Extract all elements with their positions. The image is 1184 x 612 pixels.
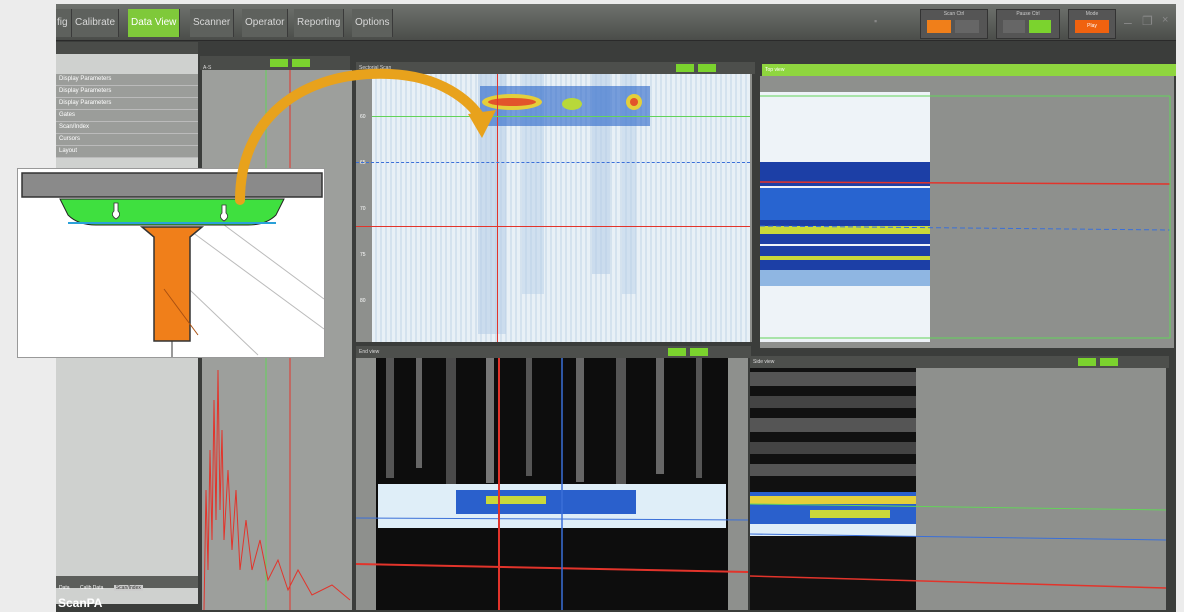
end-view-image — [356, 358, 748, 610]
bscan-toggle-2[interactable] — [698, 64, 716, 72]
scan-control-button-2[interactable] — [955, 20, 979, 33]
play-button[interactable]: Play — [1075, 20, 1109, 33]
sidebar-item[interactable]: Display Parameters — [56, 86, 198, 98]
arrow-icon — [235, 68, 496, 205]
tab-setup[interactable]: fig — [56, 9, 72, 37]
side-view-header: Side view — [750, 356, 1169, 368]
tab-label: Reporting — [297, 17, 341, 28]
side-view-image — [750, 368, 1166, 610]
minimize-icon[interactable]: – — [1124, 14, 1132, 30]
top-view-panel — [760, 76, 1174, 348]
sidebar-item[interactable]: Gates — [56, 110, 198, 122]
ascan-title: A-S — [203, 65, 212, 71]
side-view-toggle[interactable] — [1078, 358, 1096, 366]
end-view-header: End view — [356, 346, 751, 358]
tab-label: Scanner — [193, 17, 231, 28]
tab-label: Calibrate — [75, 17, 116, 28]
sidebar-item[interactable]: Display Parameters — [56, 98, 198, 110]
side-view-panel — [750, 368, 1166, 610]
menu-bar: fig Calibrate Data View Scanner Operator… — [56, 4, 1176, 41]
mode-control-group: Mode Play — [1068, 9, 1116, 39]
restore-icon[interactable]: ❐ — [1142, 14, 1153, 28]
scan-control-button[interactable] — [927, 20, 951, 33]
tab-label: Data View — [131, 17, 177, 28]
gate-line-green — [372, 116, 750, 117]
tab-scanner[interactable]: Scanner — [190, 9, 235, 37]
status-icon: ▪︎ — [874, 16, 878, 26]
app-logo: ScanPA — [58, 596, 103, 610]
bottom-tabs: Data Calib Data Scan/Index — [56, 576, 198, 591]
side-view-toggle-2[interactable] — [1100, 358, 1118, 366]
top-view-header: Top view — [762, 64, 1176, 76]
ascan-toggle[interactable] — [270, 59, 288, 67]
control-label: Pause Ctrl — [1016, 11, 1040, 17]
side-view-title: Side view — [753, 359, 775, 365]
pause-control-button-2[interactable] — [1029, 20, 1051, 33]
tab-label: Operator — [245, 17, 285, 28]
bottom-tab[interactable]: Data — [59, 585, 70, 591]
pause-control-button[interactable] — [1003, 20, 1025, 33]
weld-diagram — [21, 172, 325, 357]
sectorial-scan-image — [372, 74, 750, 342]
axis-tick: 60 — [360, 114, 366, 120]
axis-tick: 65 — [360, 160, 366, 166]
cursor-vertical[interactable] — [497, 74, 498, 342]
ascan-toggle-2[interactable] — [292, 59, 310, 67]
sidebar-item[interactable]: Scan/Index — [56, 122, 198, 134]
end-view-toggle[interactable] — [668, 348, 686, 356]
sidebar-item[interactable]: Display Parameters — [56, 74, 198, 86]
scan-control-group: Scan Ctrl — [920, 9, 988, 39]
top-view-title: Top view — [765, 67, 785, 73]
weld-diagram-inset — [17, 168, 325, 358]
end-view-panel — [356, 358, 748, 610]
sidebar-item[interactable]: Cursors — [56, 134, 198, 146]
gate-line — [356, 162, 750, 163]
pause-control-group: Pause Ctrl — [996, 9, 1060, 39]
bscan-toggle[interactable] — [676, 64, 694, 72]
tab-calibrate[interactable]: Calibrate — [72, 9, 120, 37]
bscan-title: Sectorial Scan — [359, 65, 392, 71]
end-view-toggle-2[interactable] — [690, 348, 708, 356]
cursor-horizontal[interactable] — [356, 226, 750, 227]
control-label: Mode — [1085, 11, 1099, 17]
top-view-image — [760, 92, 1171, 342]
bottom-tab[interactable]: Calib Data — [80, 585, 104, 591]
tab-operator[interactable]: Operator — [242, 9, 289, 37]
tab-options[interactable]: Options — [352, 9, 394, 37]
tab-label: fig — [57, 17, 68, 28]
bscan-header: Sectorial Scan — [356, 62, 755, 74]
axis-tick: 75 — [360, 252, 366, 258]
control-label: Scan Ctrl — [943, 11, 965, 17]
tab-reporting[interactable]: Reporting — [294, 9, 345, 37]
ascan-header: A-S — [200, 56, 350, 71]
sidebar-header — [56, 42, 198, 54]
tab-data-view[interactable]: Data View — [128, 9, 181, 37]
axis-tick: 80 — [360, 298, 366, 304]
bottom-tab[interactable]: Scan/Index — [113, 585, 143, 591]
axis-tick: 70 — [360, 206, 366, 212]
close-icon[interactable]: × — [1162, 14, 1169, 26]
end-view-title: End view — [359, 349, 380, 355]
sidebar-item[interactable]: Layout — [56, 146, 198, 158]
tab-label: Options — [355, 17, 390, 28]
